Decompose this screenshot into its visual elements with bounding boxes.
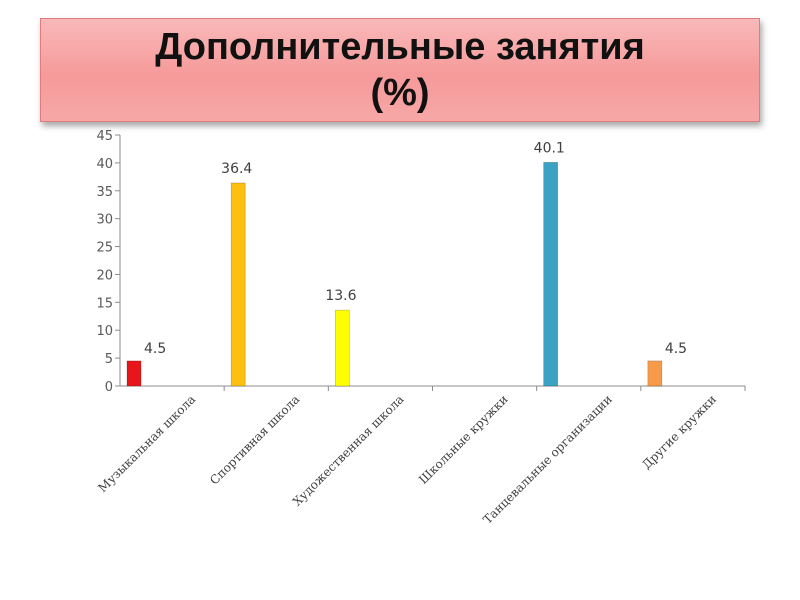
category-label-6: Другие кружки	[639, 392, 719, 472]
bar-3	[334, 309, 350, 387]
chart-title-banner: Дополнительные занятия (%)	[40, 18, 760, 122]
y-tick-label: 15	[96, 296, 113, 311]
bar-5	[543, 161, 559, 387]
bar-6	[647, 360, 663, 387]
category-label-2: Спортивная школа	[207, 392, 302, 487]
y-tick-label: 5	[105, 352, 113, 367]
y-tick-label: 45	[96, 129, 113, 144]
category-label-4: Школьные кружки	[416, 392, 511, 487]
y-tick-label: 20	[96, 268, 113, 283]
category-label-1: Музыкальная школа	[95, 392, 198, 495]
chart-axes	[119, 135, 745, 387]
y-tick-label: 30	[96, 213, 113, 228]
y-tick-label: 40	[96, 157, 113, 172]
chart-bars	[126, 161, 663, 387]
y-axis-ticks: 0 5 10 15 20 25 30 35 40 45	[96, 129, 120, 395]
bar-1	[126, 360, 142, 387]
chart-title: Дополнительные занятия	[155, 26, 645, 68]
y-tick-label: 25	[96, 241, 113, 256]
data-labels: 4.5 36.4 13.6 40.1 4.5	[144, 140, 687, 357]
data-label-6: 4.5	[665, 341, 687, 357]
category-label-3: Художественная школа	[290, 392, 407, 509]
data-label-5: 40.1	[534, 140, 565, 156]
chart-title-unit: (%)	[370, 72, 430, 114]
y-tick-label: 10	[96, 324, 113, 339]
y-tick-label: 0	[105, 380, 113, 395]
x-axis-category-labels: Музыкальная школа Спортивная школаХудожес…	[95, 386, 746, 527]
bar-2	[230, 182, 246, 387]
data-label-3: 13.6	[325, 288, 356, 304]
data-label-1: 4.5	[144, 341, 166, 357]
y-tick-label: 35	[96, 185, 113, 200]
data-label-2: 36.4	[221, 161, 252, 177]
category-label-5: Танцевальные организации	[480, 392, 615, 527]
